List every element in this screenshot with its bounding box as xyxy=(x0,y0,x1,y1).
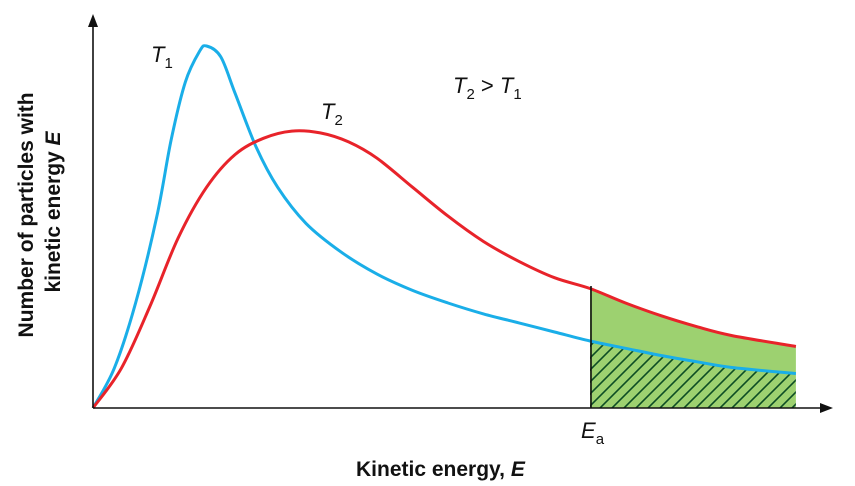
t2-curve-label: T2 xyxy=(321,99,343,129)
y-axis-title: Number of particles with kinetic energy … xyxy=(15,87,65,338)
curves-layer xyxy=(91,44,797,409)
curve-t2 xyxy=(91,129,797,409)
curve-t1 xyxy=(91,44,797,409)
ea-label: Ea xyxy=(581,418,605,448)
t1-curve-label: T1 xyxy=(151,42,173,72)
hatched-area-under-t1-above-ea xyxy=(590,341,796,408)
y-axis-arrow xyxy=(88,14,98,27)
x-axis-title: Kinetic energy, E xyxy=(356,458,526,481)
temperature-comparison-note: T2 > T1 xyxy=(453,73,522,103)
x-axis-arrow xyxy=(820,403,833,413)
